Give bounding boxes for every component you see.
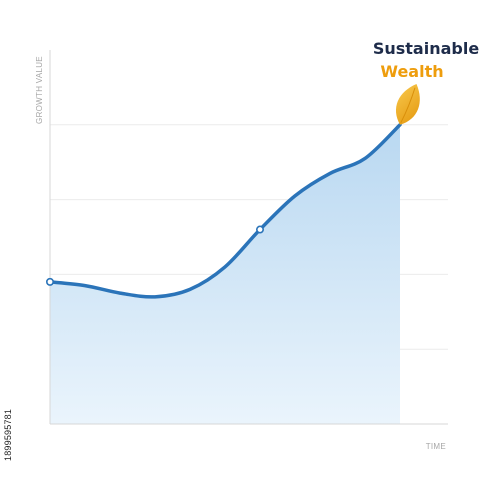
stock-id-label: 1899595781 [3, 408, 13, 461]
growth-series-line [48, 123, 402, 299]
x-axis-label: TIME [426, 442, 446, 451]
chart-title-primary: Sustainable [373, 39, 479, 58]
leaf-icon [396, 84, 420, 125]
data-point-2 [255, 225, 264, 234]
data-point-layer [45, 225, 264, 286]
growth-area-fill [50, 124, 400, 425]
leaf-vein [400, 87, 416, 124]
area-fill-layer [50, 124, 400, 425]
chart-title-accent: Wealth [380, 62, 443, 81]
series-line-layer [48, 123, 402, 299]
axis-layer [49, 50, 448, 425]
side-strip: 1899595781 [0, 0, 16, 500]
data-point-1 [45, 277, 54, 286]
leaf-shape [396, 84, 420, 125]
y-axis-label: GROWTH VALUE [35, 56, 44, 124]
